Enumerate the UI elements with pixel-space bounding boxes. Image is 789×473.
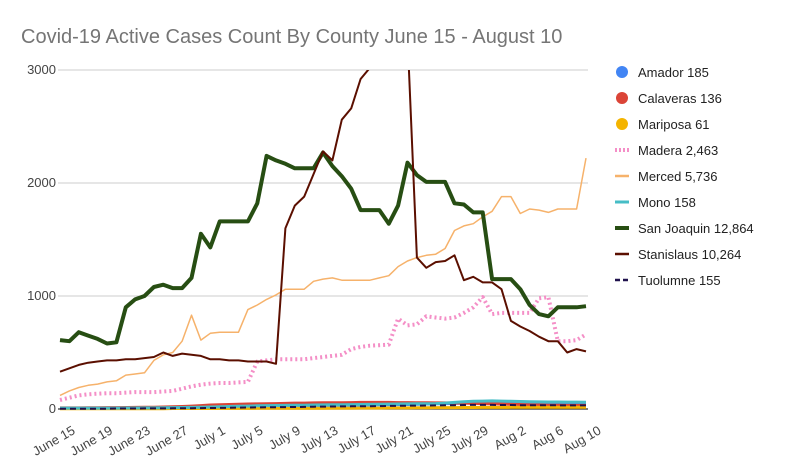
- legend: Amador 185 Calaveras 136 Mariposa 61 Madera…: [615, 65, 754, 288]
- legend-item-tuolumne: Tuolumne 155: [615, 273, 721, 288]
- series-line-san-joaquin: [59, 150, 587, 346]
- legend-label: Madera 2,463: [638, 143, 718, 158]
- legend-label: Mariposa 61: [638, 117, 710, 132]
- legend-item-mariposa: Mariposa 61: [616, 117, 710, 132]
- x-tick-label: July 29: [448, 423, 491, 457]
- y-tick-label: 3000: [27, 62, 56, 77]
- y-tick-label: 1000: [27, 288, 56, 303]
- x-tick-label: Aug 2: [491, 423, 528, 453]
- series-line-mono: [60, 399, 587, 410]
- legend-marker: [616, 92, 628, 104]
- series-line-tuolumne: [60, 403, 586, 410]
- legend-label: Calaveras 136: [638, 91, 722, 106]
- legend-label: Amador 185: [638, 65, 709, 80]
- x-tick-label: Aug 10: [560, 423, 603, 457]
- x-tick-label: July 9: [266, 423, 303, 453]
- x-tick-label: July 17: [335, 423, 378, 457]
- y-tick-label: 2000: [27, 175, 56, 190]
- legend-marker: [616, 66, 628, 78]
- legend-item-calaveras: Calaveras 136: [616, 91, 722, 106]
- legend-item-san-joaquin: San Joaquin 12,864: [615, 221, 754, 236]
- legend-label: Merced 5,736: [638, 169, 718, 184]
- x-tick-label: June 19: [68, 423, 116, 459]
- legend-item-merced: Merced 5,736: [615, 169, 718, 184]
- legend-label: San Joaquin 12,864: [638, 221, 754, 236]
- legend-item-mono: Mono 158: [615, 195, 696, 210]
- x-tick-label: June 23: [105, 423, 153, 459]
- legend-item-amador: Amador 185: [616, 65, 709, 80]
- x-tick-label: June 27: [143, 423, 191, 459]
- x-tick-label: July 13: [297, 423, 340, 457]
- series-line-merced: [59, 157, 587, 397]
- legend-item-stanislaus: Stanislaus 10,264: [615, 247, 741, 262]
- legend-label: Stanislaus 10,264: [638, 247, 741, 262]
- series-lines: [59, 70, 588, 411]
- legend-label: Mono 158: [638, 195, 696, 210]
- x-tick-label: June 15: [30, 423, 78, 459]
- x-tick-label: July 1: [191, 423, 228, 453]
- legend-item-madera: Madera 2,463: [615, 143, 718, 158]
- x-tick-label: July 21: [372, 423, 415, 457]
- series-line-madera: [59, 295, 588, 402]
- x-tick-label: July 25: [410, 423, 453, 457]
- chart-title: Covid-19 Active Cases Count By County Ju…: [21, 26, 563, 48]
- x-tick-label: Aug 6: [529, 423, 566, 453]
- x-tick-label: July 5: [228, 423, 265, 453]
- y-tick-label: 0: [49, 401, 56, 416]
- series-line-stanislaus: [59, 70, 587, 373]
- legend-marker: [616, 118, 628, 130]
- legend-label: Tuolumne 155: [638, 273, 721, 288]
